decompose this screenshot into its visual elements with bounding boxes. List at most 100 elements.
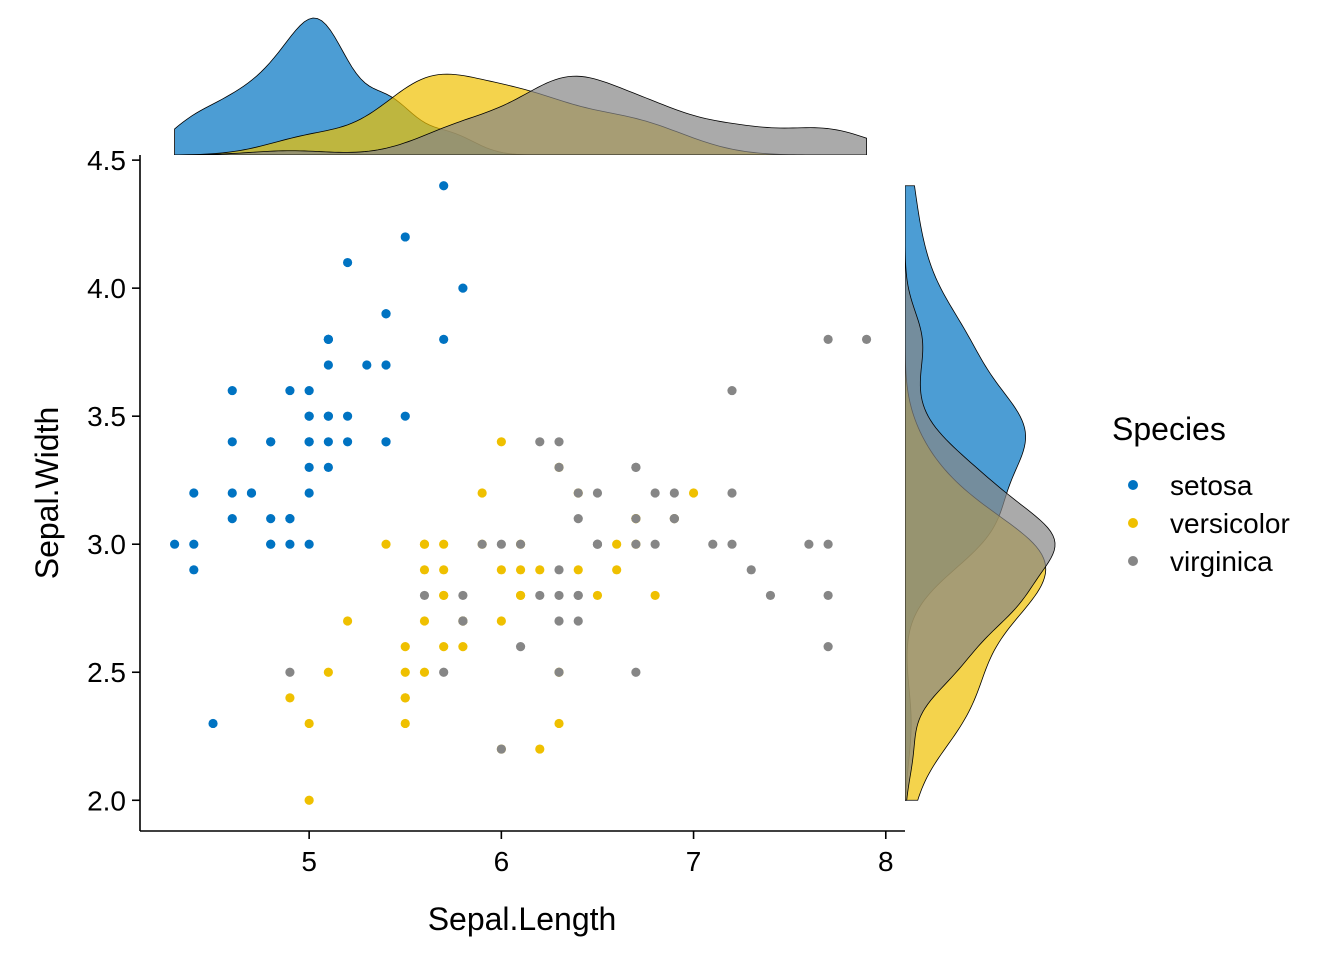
point-setosa — [227, 514, 237, 524]
point-setosa — [342, 257, 353, 268]
point-versicolor — [381, 539, 391, 549]
point-setosa — [381, 360, 391, 370]
point-versicolor — [612, 565, 622, 575]
point-versicolor — [688, 488, 699, 498]
point-setosa — [285, 539, 295, 549]
point-setosa — [304, 437, 314, 447]
point-virginica — [765, 590, 776, 601]
legend-key-setosa — [1128, 480, 1138, 490]
point-versicolor — [554, 718, 564, 729]
point-versicolor — [612, 539, 622, 549]
point-versicolor — [419, 565, 430, 575]
point-versicolor — [439, 539, 449, 549]
point-virginica — [458, 590, 468, 601]
point-versicolor — [535, 565, 545, 575]
point-setosa — [323, 462, 333, 472]
point-setosa — [266, 437, 276, 447]
point-versicolor — [439, 565, 449, 575]
point-versicolor — [323, 667, 333, 677]
point-setosa — [304, 385, 314, 396]
point-versicolor — [650, 590, 660, 601]
y-tick-label: 2.5 — [87, 657, 126, 688]
point-setosa — [189, 565, 199, 575]
y-tick-label: 4.0 — [87, 273, 126, 304]
point-virginica — [419, 590, 430, 601]
point-versicolor — [535, 744, 545, 754]
point-virginica — [631, 667, 641, 677]
point-versicolor — [285, 693, 295, 703]
point-versicolor — [419, 667, 430, 677]
point-setosa — [439, 334, 449, 344]
point-virginica — [554, 616, 564, 626]
point-virginica — [535, 590, 545, 601]
point-virginica — [515, 642, 526, 652]
legend-label-setosa: setosa — [1170, 470, 1253, 501]
point-virginica — [650, 539, 660, 549]
point-setosa — [304, 488, 314, 498]
y-tick-label: 2.0 — [87, 785, 126, 816]
y-tick-label: 3.0 — [87, 529, 126, 560]
point-virginica — [573, 488, 583, 498]
point-virginica — [631, 462, 641, 472]
point-virginica — [573, 590, 583, 601]
point-virginica — [496, 744, 506, 754]
x-tick-label: 5 — [301, 846, 317, 877]
point-setosa — [381, 309, 391, 319]
point-setosa — [381, 437, 391, 447]
point-virginica — [285, 667, 295, 677]
point-setosa — [189, 539, 199, 549]
point-setosa — [266, 514, 276, 524]
point-versicolor — [515, 590, 526, 601]
point-setosa — [323, 437, 333, 447]
point-virginica — [823, 590, 833, 601]
point-setosa — [323, 411, 333, 421]
point-virginica — [554, 590, 564, 601]
x-tick-label: 8 — [878, 846, 894, 877]
point-virginica — [477, 539, 487, 549]
point-versicolor — [304, 795, 314, 805]
point-setosa — [342, 411, 353, 421]
point-virginica — [669, 514, 679, 524]
point-virginica — [592, 539, 603, 549]
point-setosa — [208, 718, 218, 729]
point-virginica — [708, 539, 718, 549]
point-versicolor — [400, 642, 410, 652]
point-versicolor — [573, 565, 583, 575]
density-right-virginica — [904, 185, 1056, 801]
point-versicolor — [458, 642, 468, 652]
point-virginica — [650, 488, 660, 498]
y-ticks: 2.0 2.5 3.0 3.5 4.0 4.5 — [87, 145, 140, 816]
point-versicolor — [496, 437, 506, 447]
point-versicolor — [515, 565, 526, 575]
legend: Species setosa versicolor virginica — [1112, 411, 1290, 577]
axes — [139, 155, 905, 832]
point-virginica — [823, 539, 833, 549]
point-virginica — [631, 514, 641, 524]
legend-key-versicolor — [1128, 518, 1138, 528]
point-virginica — [592, 488, 603, 498]
legend-label-versicolor: versicolor — [1170, 508, 1290, 539]
point-virginica — [573, 616, 583, 626]
point-versicolor — [496, 565, 506, 575]
point-virginica — [554, 437, 564, 447]
point-setosa — [400, 411, 410, 421]
plot-panel — [140, 155, 905, 831]
legend-key-virginica — [1128, 556, 1138, 566]
point-setosa — [439, 181, 449, 191]
point-versicolor — [400, 718, 410, 729]
point-setosa — [304, 539, 314, 549]
point-setosa — [227, 488, 237, 498]
point-setosa — [342, 437, 353, 447]
point-virginica — [458, 616, 468, 626]
point-setosa — [323, 360, 333, 370]
point-versicolor — [400, 693, 410, 703]
top-marginal-density — [174, 17, 867, 156]
legend-label-virginica: virginica — [1170, 546, 1273, 577]
point-virginica — [746, 565, 756, 575]
point-setosa — [285, 514, 295, 524]
point-virginica — [515, 539, 526, 549]
point-setosa — [266, 539, 276, 549]
x-tick-label: 7 — [686, 846, 702, 877]
point-virginica — [631, 539, 641, 549]
